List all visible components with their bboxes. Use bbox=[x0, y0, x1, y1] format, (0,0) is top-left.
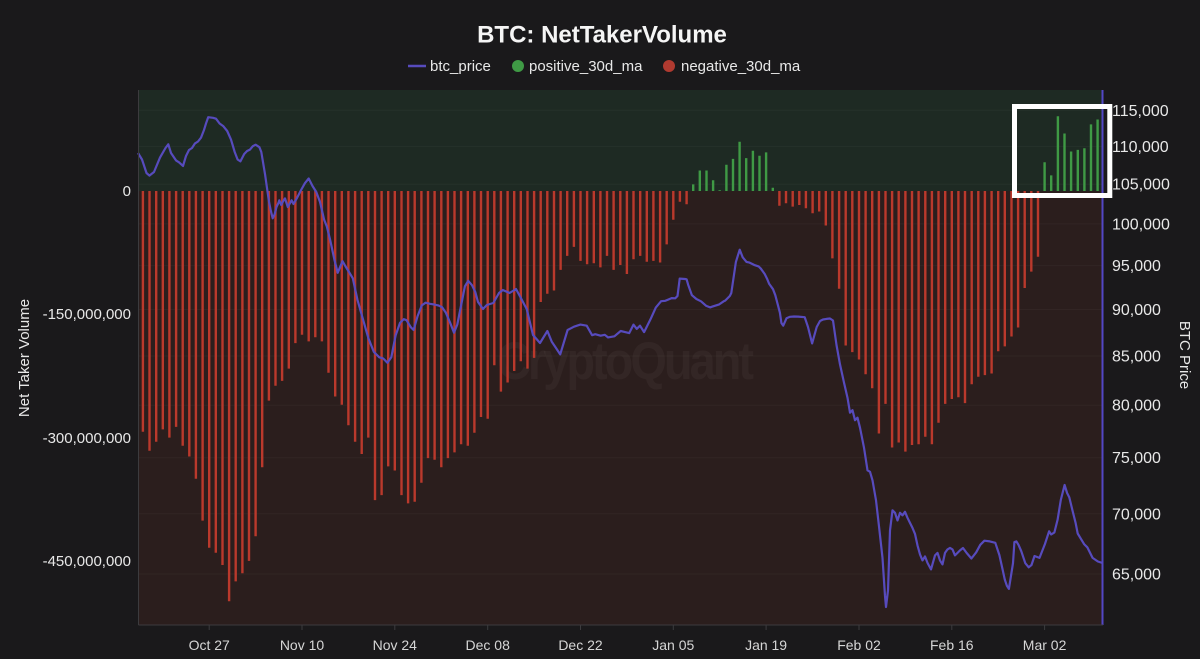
svg-text:0: 0 bbox=[123, 183, 131, 200]
svg-text:Jan 05: Jan 05 bbox=[652, 637, 694, 653]
svg-text:-300,000,000: -300,000,000 bbox=[43, 430, 131, 447]
svg-text:Oct 27: Oct 27 bbox=[189, 637, 230, 653]
svg-text:90,000: 90,000 bbox=[1112, 302, 1161, 319]
svg-text:110,000: 110,000 bbox=[1112, 139, 1169, 156]
svg-text:positive_30d_ma: positive_30d_ma bbox=[529, 58, 643, 75]
svg-text:CryptoQuant: CryptoQuant bbox=[497, 331, 754, 390]
svg-text:115,000: 115,000 bbox=[1112, 103, 1169, 120]
svg-text:Net Taker Volume: Net Taker Volume bbox=[16, 299, 33, 417]
svg-text:Mar 02: Mar 02 bbox=[1023, 637, 1067, 653]
svg-text:Nov 10: Nov 10 bbox=[280, 637, 325, 653]
svg-text:65,000: 65,000 bbox=[1112, 567, 1161, 584]
svg-text:85,000: 85,000 bbox=[1112, 349, 1161, 366]
svg-text:Dec 08: Dec 08 bbox=[466, 637, 511, 653]
svg-text:btc_price: btc_price bbox=[430, 58, 491, 75]
svg-text:80,000: 80,000 bbox=[1112, 398, 1161, 415]
svg-text:BTC Price: BTC Price bbox=[1176, 321, 1193, 389]
svg-text:Feb 16: Feb 16 bbox=[930, 637, 974, 653]
svg-text:95,000: 95,000 bbox=[1112, 258, 1161, 275]
svg-text:negative_30d_ma: negative_30d_ma bbox=[681, 58, 801, 75]
svg-text:-150,000,000: -150,000,000 bbox=[43, 306, 131, 323]
svg-text:Jan 19: Jan 19 bbox=[745, 637, 787, 653]
svg-text:Feb 02: Feb 02 bbox=[837, 637, 881, 653]
svg-text:105,000: 105,000 bbox=[1112, 177, 1170, 194]
svg-text:BTC: NetTakerVolume: BTC: NetTakerVolume bbox=[477, 22, 727, 49]
svg-text:-450,000,000: -450,000,000 bbox=[43, 553, 131, 570]
svg-text:100,000: 100,000 bbox=[1112, 216, 1170, 233]
svg-text:75,000: 75,000 bbox=[1112, 450, 1161, 467]
svg-text:Dec 22: Dec 22 bbox=[558, 637, 603, 653]
svg-text:Nov 24: Nov 24 bbox=[373, 637, 418, 653]
svg-text:70,000: 70,000 bbox=[1112, 506, 1161, 523]
